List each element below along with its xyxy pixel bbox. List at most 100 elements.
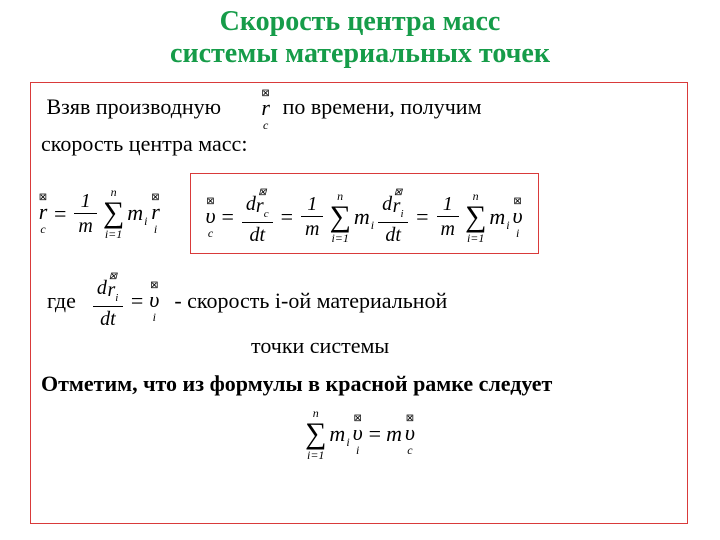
where-desc-1: - скорость i-ой материальной [174,286,447,316]
symbol-v: υ [353,422,363,444]
symbol-sub-i: i [400,208,403,220]
symbol-m: m [127,202,143,224]
title-line-1: Скорость центра масс [220,6,501,37]
equals-sign: = [416,202,428,232]
sum-symbol: n ∑ i=1 [103,186,124,240]
symbol-v: υ [405,422,415,444]
symbol-m: m [489,206,505,228]
title-line-2: системы материальных точек [170,38,550,69]
symbol-m: m [329,423,345,445]
denominator-m: m [74,216,96,236]
where-row: где d ⊠ ri dt = [41,272,677,329]
symbol-r: r [256,195,264,217]
numerator-dri: d ⊠ ri [378,188,408,220]
equals-sign: = [222,202,234,232]
bottom-formula-row: n ∑ i=1 m i ⊠ υ i = m [41,407,677,461]
rc-vector-symbol: ⊠ r c [260,89,272,129]
equals-sign: = [54,199,66,229]
sum-symbol-3: n ∑ i=1 [465,190,486,244]
numerator-drc: d ⊠ rc [242,188,273,220]
formula-rc-definition: ⊠ r c = 1 m n ∑ i=1 [37,186,162,240]
symbol-m-total: m [386,419,402,449]
symbol-sub-i: i [154,223,157,233]
where-label: где [47,286,76,316]
denominator-dt: dt [96,309,120,329]
frac-1-over-m-2: 1 m [301,194,323,239]
equals-sign: = [281,202,293,232]
sum-lower-i1: i=1 [467,232,484,244]
m-sub-i-3: m i [489,206,509,228]
v-sub-i-4: ⊠ υ i [352,414,364,454]
symbol-sub-i: i [346,436,349,448]
frac-1-over-m-3: 1 m [437,194,459,239]
sigma-icon: ∑ [329,202,350,232]
fraction-bar [93,306,123,307]
intro-text-1b: по времени, получим [283,94,482,119]
symbol-sub-i: i [516,227,519,237]
ri-hat-2: ⊠ ri [107,272,119,304]
v-sub-i-vector: ⊠ υ i [512,197,524,237]
symbol-r: r [151,201,160,223]
numerator-1: 1 [303,194,321,214]
denominator-dt: dt [381,225,405,245]
denominator-m: m [437,219,459,239]
intro-line-2: скорость центра масс: [41,129,677,159]
symbol-d: d [246,194,256,214]
note-text: Отметим, что из формулы в красной рамке … [41,369,677,399]
fraction-bar [378,222,408,223]
symbol-d: d [97,278,107,298]
sum-symbol-4: n ∑ i=1 [305,407,326,461]
r-sub-i-vector: ⊠ r i [150,193,162,233]
fraction-bar [301,216,323,217]
rc-lhs: ⊠ r c [37,193,49,233]
symbol-sub-c: c [208,227,213,237]
symbol-m: m [354,206,370,228]
v-sub-i-rhs: ⊠ υ i [148,281,160,321]
symbol-sub-i: i [506,219,509,231]
equals-sign: = [131,286,143,316]
symbol-sub-i: i [356,444,359,454]
symbol-v: υ [513,205,523,227]
frac-dri-dt: d ⊠ ri dt [378,188,408,245]
intro-line-1: Взяв производную ⊠ r c по времени, получ… [41,89,677,129]
symbol-sub-i: i [371,219,374,231]
vc-lhs: ⊠ υ c [205,197,217,237]
where-desc-2: точки системы [251,331,677,361]
formula-row: ⊠ r c = 1 m n ∑ i=1 [41,173,677,255]
symbol-c-sub: c [263,119,268,129]
formula-vc-derivation: ⊠ υ c = d ⊠ rc [205,188,524,245]
m-sub-i-4: m i [329,423,349,445]
symbol-v: υ [205,205,215,227]
formula-vi-definition: d ⊠ ri dt = ⊠ υ i [90,272,160,329]
sigma-icon: ∑ [465,202,486,232]
numerator-1: 1 [439,194,457,214]
symbol-sub-c: c [264,208,269,220]
denominator-m: m [301,219,323,239]
fraction-bar [242,222,273,223]
symbol-sub-i: i [115,292,118,304]
equals-sign: = [369,419,381,449]
formula-consequence: n ∑ i=1 m i ⊠ υ i = m [302,407,416,461]
body-text: Взяв производную ⊠ r c по времени, получ… [41,89,677,461]
frac-1-over-m: 1 m [74,191,96,236]
slide-title: Скорость центра масс системы материальны… [0,6,720,70]
sum-symbol-2: n ∑ i=1 [329,190,350,244]
symbol-r: r [39,201,48,223]
content-box: Взяв производную ⊠ r c по времени, получ… [30,82,688,524]
symbol-v: υ [149,289,159,311]
v-sub-c-rhs: ⊠ υ c [404,414,416,454]
symbol-d: d [382,194,392,214]
ri-hat: ⊠ ri [392,188,404,220]
symbol-r: r [261,97,270,119]
denominator-dt: dt [245,225,269,245]
frac-drc-dt: d ⊠ rc dt [242,188,273,245]
sum-lower-i1: i=1 [331,232,348,244]
numerator-1: 1 [77,191,95,211]
sum-lower-i1: i=1 [307,449,324,461]
sum-lower-i1: i=1 [105,228,122,240]
rc-hat: ⊠ rc [256,188,269,220]
symbol-sub-i: i [153,311,156,321]
symbol-sub-i: i [144,215,147,227]
fraction-bar [437,216,459,217]
symbol-sub-c: c [40,223,45,233]
